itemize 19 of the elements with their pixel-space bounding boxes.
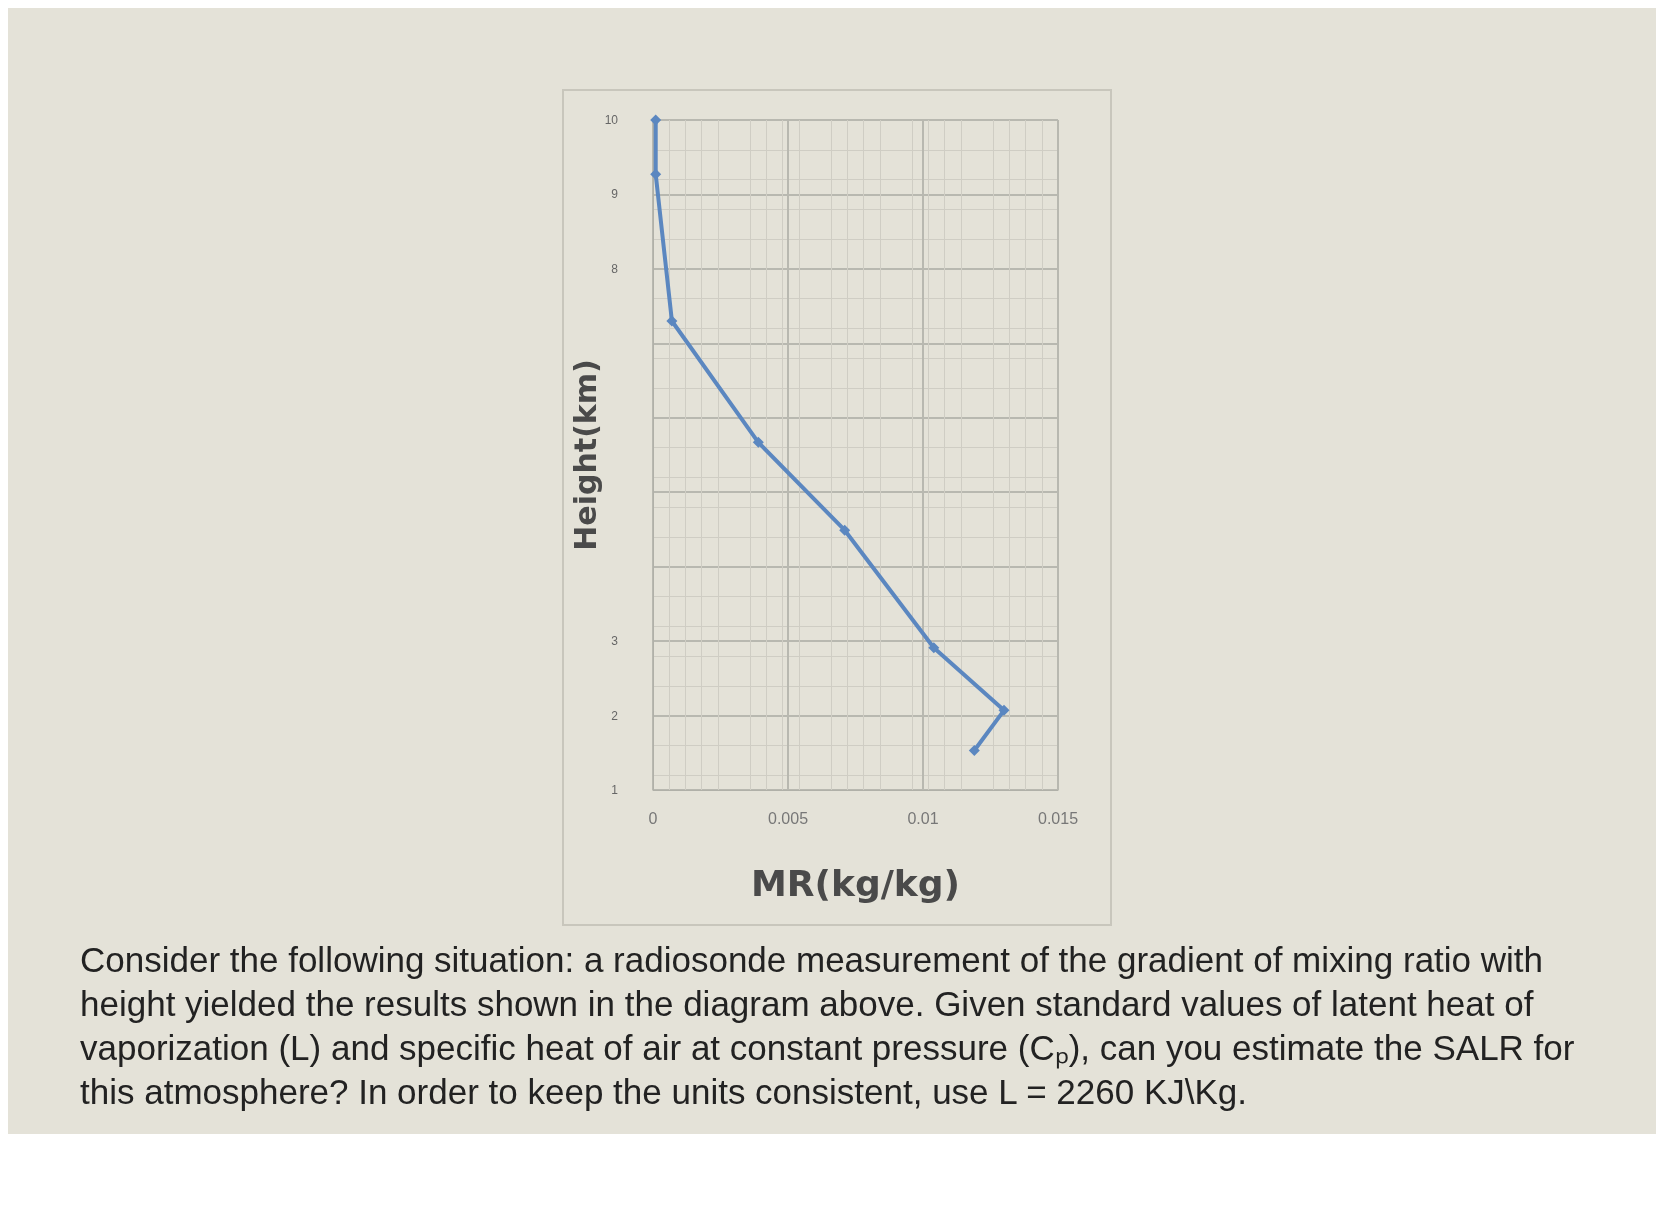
point [998,704,1010,716]
y-tick-label: 3 [611,634,619,649]
point [928,642,940,654]
point [968,745,980,757]
x-tick-label: 0.005 [767,809,809,827]
text: Consider the following situation: a radiosonde measurement of the gradient of mixing ratio with height yielded the results shown in the diagram above. Given standard values of latent heat of vaporization (L) and specific heat of air at constant pressure (Cₚ), can you estimate the SALR for this atmosphere? In order to keep the units consistent, use L = 2260 KJ\Kg. [79,939,1576,1113]
y-tick-label: 2 [611,708,619,723]
y-axis-title: Height(km) [568,359,604,551]
point [666,315,678,327]
point [752,436,764,448]
x-tick-label: 0 [648,809,658,827]
point [839,524,851,536]
y-tick-label: 1 [611,783,619,797]
y-tick-label: 8 [611,261,619,276]
x-tick-label: 0.01 [907,809,939,827]
x-tick-label: 0.015 [1037,809,1079,827]
y-tick-label: 10 [604,113,619,127]
x-axis-title: MR(kg/kg) [750,862,961,904]
y-tick-label: 9 [611,187,619,202]
